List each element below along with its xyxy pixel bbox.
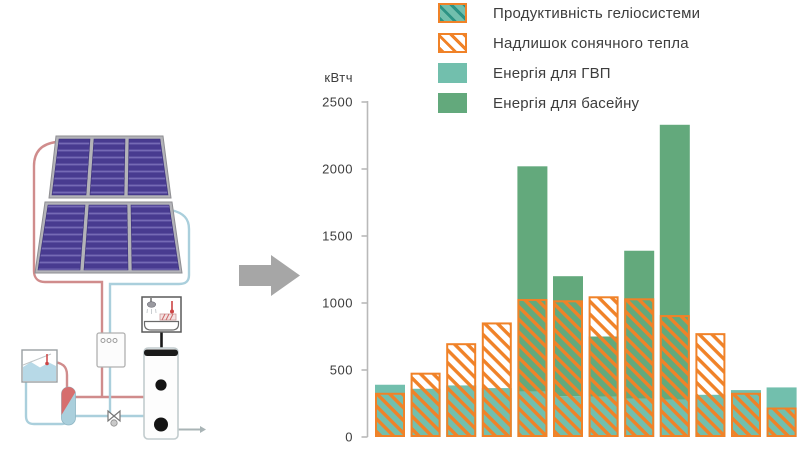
legend-item: Енергія для басейну	[438, 93, 700, 113]
bar-productivity-overlay	[446, 343, 477, 438]
bar-group	[553, 276, 583, 437]
bathtub-icon	[143, 320, 180, 331]
legend-swatch-dhw-icon	[438, 63, 467, 83]
bar-chart: 0 500 1000 1500 2000 2500 кВтч	[322, 70, 797, 445]
legend-item: Продуктивність геліосистеми	[438, 3, 700, 23]
bar-group	[375, 384, 405, 437]
y-tick-label: 2500	[322, 95, 353, 110]
y-tick-label: 1000	[322, 296, 353, 311]
storage-tank	[143, 347, 206, 440]
water-icon	[23, 362, 56, 381]
legend-swatch-pool-icon	[438, 93, 467, 113]
bar-productivity-overlay	[481, 322, 512, 437]
shower-unit	[141, 296, 182, 349]
legend-label: Продуктивність геліосистеми	[493, 4, 701, 22]
bar-group	[446, 343, 477, 438]
valve-icon	[107, 409, 121, 427]
bar-group	[481, 322, 512, 437]
chart-legend: Продуктивність геліосистеми Надлишок сон…	[438, 3, 700, 123]
bar-group	[731, 390, 761, 437]
bar-productivity-overlay	[659, 315, 690, 437]
bar-group	[588, 296, 619, 437]
legend-label: Надлишок сонячного тепла	[493, 34, 689, 52]
legend-swatch-productivity-icon	[438, 3, 467, 23]
legend-label: Енергія для ГВП	[493, 64, 611, 82]
legend-swatch-surplus-icon	[438, 33, 467, 53]
y-tick-label: 0	[345, 430, 353, 445]
y-axis-unit: кВтч	[324, 70, 353, 85]
pump-station	[96, 332, 126, 368]
solar-collectors	[34, 135, 183, 274]
y-tick-label: 1500	[322, 229, 353, 244]
bar-productivity-overlay	[588, 296, 619, 437]
pool-tank	[21, 349, 58, 383]
legend-label: Енергія для басейну	[493, 94, 640, 112]
bar-group	[517, 166, 548, 437]
bar-productivity-overlay	[624, 298, 655, 437]
bar-productivity-overlay	[695, 333, 726, 437]
y-axis: 0 500 1000 1500 2000 2500 кВтч	[322, 70, 369, 445]
arrow-right-icon	[239, 255, 300, 296]
legend-item: Надлишок сонячного тепла	[438, 33, 700, 53]
solar-system-diagram	[21, 135, 206, 440]
shower-head-icon	[147, 301, 157, 308]
y-tick-label: 500	[330, 363, 353, 378]
bar-group	[695, 333, 726, 437]
legend-item: Енергія для ГВП	[438, 63, 700, 83]
bar-productivity-overlay	[517, 298, 548, 437]
bar-productivity-overlay	[731, 392, 761, 437]
y-tick-label: 2000	[322, 162, 353, 177]
bar-productivity-overlay	[553, 300, 583, 437]
bar-productivity-overlay	[410, 372, 441, 437]
bar-productivity-overlay	[766, 407, 797, 437]
bar-group	[410, 372, 441, 437]
bar-group	[766, 387, 797, 437]
bar-group	[624, 250, 655, 437]
bar-productivity-overlay	[375, 392, 405, 437]
outlet-arrow-icon	[200, 426, 206, 433]
bar-group	[659, 124, 690, 437]
heat-exchanger	[61, 386, 76, 426]
